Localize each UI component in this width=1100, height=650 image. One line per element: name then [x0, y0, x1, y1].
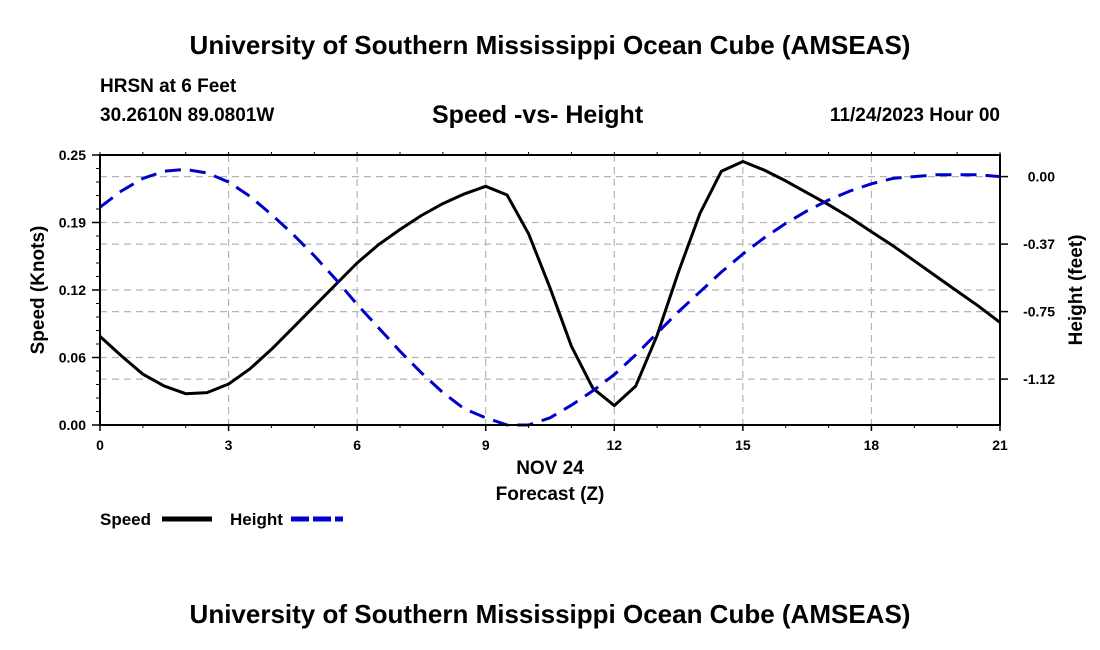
x-tick-label: 15: [735, 437, 751, 453]
forecast-datetime: 11/24/2023 Hour 00: [829, 105, 1000, 126]
y2-tick-label: -0.37: [1023, 236, 1055, 252]
x-axis-date-label: NOV 24: [516, 458, 584, 479]
y-tick-label: 0.00: [59, 417, 86, 433]
x-tick-label: 3: [225, 437, 233, 453]
tick-layer: 0 3 6 9 12 15 18 21 0.00 0.06 0.12 0.19 0.25 0.00 -0.3…: [59, 147, 1055, 453]
y2-tick-label: 0.00: [1028, 169, 1055, 185]
station-label: HRSN at 6 Feet: [100, 76, 237, 97]
chart-subtitle: Speed -vs- Height: [432, 101, 644, 129]
series-layer: [98, 160, 1001, 427]
y2-axis-label: Height (feet): [1066, 235, 1087, 346]
y-axis-label: Speed (Knots): [28, 226, 49, 355]
y-tick-label: 0.12: [59, 282, 86, 298]
legend-speed-label: Speed: [100, 510, 151, 529]
legend: Speed Height: [100, 510, 343, 529]
y-tick-label: 0.19: [59, 215, 86, 231]
grid-lines: [100, 155, 1000, 425]
x-tick-label: 6: [353, 437, 361, 453]
series-line-height: [99, 167, 1001, 427]
x-tick-label: 0: [96, 437, 104, 453]
x-tick-label: 21: [992, 437, 1008, 453]
page-title: University of Southern Mississippi Ocean…: [189, 30, 911, 60]
footer-title: University of Southern Mississippi Ocean…: [189, 599, 911, 629]
y-tick-label: 0.25: [59, 147, 86, 163]
x-tick-label: 18: [864, 437, 880, 453]
y2-tick-label: -0.75: [1023, 304, 1055, 320]
x-tick-label: 12: [606, 437, 622, 453]
series-line-speed: [98, 160, 1001, 408]
x-axis-label: Forecast (Z): [496, 484, 605, 505]
station-coordinates: 30.2610N 89.0801W: [100, 105, 275, 126]
legend-height-label: Height: [230, 510, 283, 529]
y-tick-label: 0.06: [59, 350, 86, 366]
y2-tick-label: -1.12: [1023, 371, 1055, 387]
x-tick-label: 9: [482, 437, 490, 453]
